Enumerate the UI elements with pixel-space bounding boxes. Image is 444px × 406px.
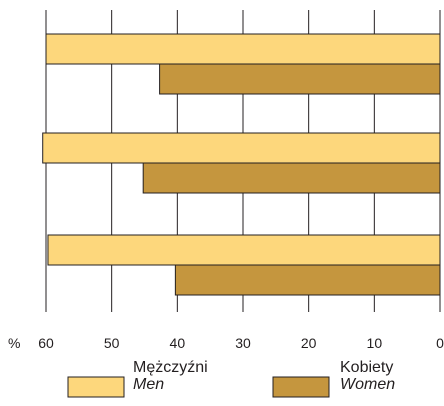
bar-men-2 (42, 132, 441, 164)
x-tick-label: 0 (436, 335, 444, 351)
x-tick-label: 40 (170, 335, 186, 351)
x-tick-label: 20 (301, 335, 317, 351)
x-axis-unit-label: % (8, 335, 20, 351)
legend-item-men: Mężczyźni Men (67, 359, 208, 398)
bar-women-1 (159, 63, 441, 95)
legend-label-women-en: Women (340, 376, 395, 393)
bar-women-2 (142, 162, 441, 194)
legend-swatch-men (67, 376, 125, 398)
x-tick-label: 10 (367, 335, 383, 351)
bar-women-3 (174, 264, 441, 296)
bar-men-3 (47, 234, 441, 266)
x-tick-label: 60 (38, 335, 54, 351)
x-tick-label: 50 (104, 335, 120, 351)
legend-label-women: Kobiety (340, 359, 393, 376)
x-tick-label: 30 (235, 335, 251, 351)
legend-label-men-en: Men (133, 376, 164, 393)
legend-swatch-women (272, 376, 330, 398)
x-axis-ticks: % 60 50 40 30 20 10 0 (8, 335, 444, 351)
bar-men-1 (45, 33, 441, 65)
legend-item-women: Kobiety Women (272, 359, 395, 398)
legend: Mężczyźni Men Kobiety Women (67, 359, 395, 398)
bars (42, 33, 441, 296)
legend-label-men: Mężczyźni (133, 359, 208, 376)
